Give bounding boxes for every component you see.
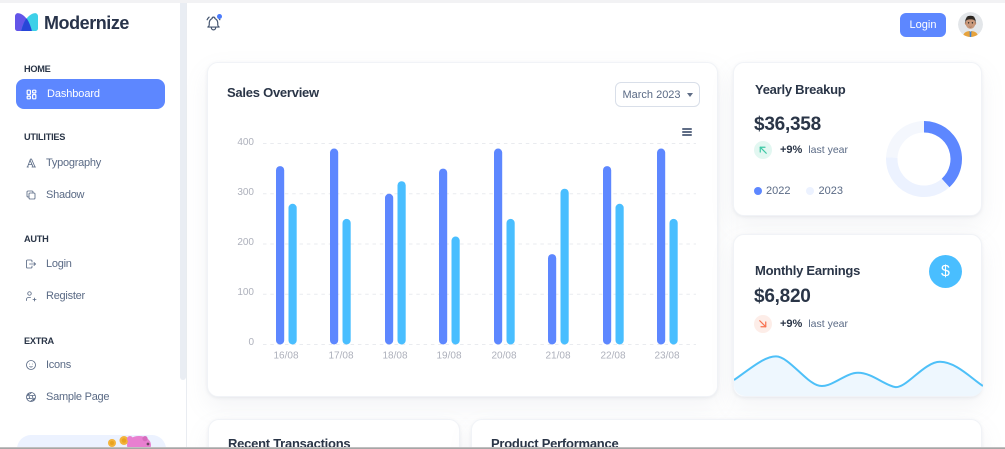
svg-text:100: 100	[237, 287, 254, 298]
svg-text:22/08: 22/08	[600, 351, 625, 362]
svg-text:23/08: 23/08	[654, 351, 679, 362]
svg-text:300: 300	[237, 187, 254, 198]
svg-text:0: 0	[248, 337, 254, 348]
svg-text:16/08: 16/08	[273, 351, 298, 362]
svg-text:400: 400	[237, 137, 254, 148]
svg-text:17/08: 17/08	[328, 351, 353, 362]
svg-text:18/08: 18/08	[382, 351, 407, 362]
svg-text:200: 200	[237, 237, 254, 248]
svg-text:21/08: 21/08	[545, 351, 570, 362]
svg-text:19/08: 19/08	[436, 351, 461, 362]
svg-text:20/08: 20/08	[491, 351, 516, 362]
